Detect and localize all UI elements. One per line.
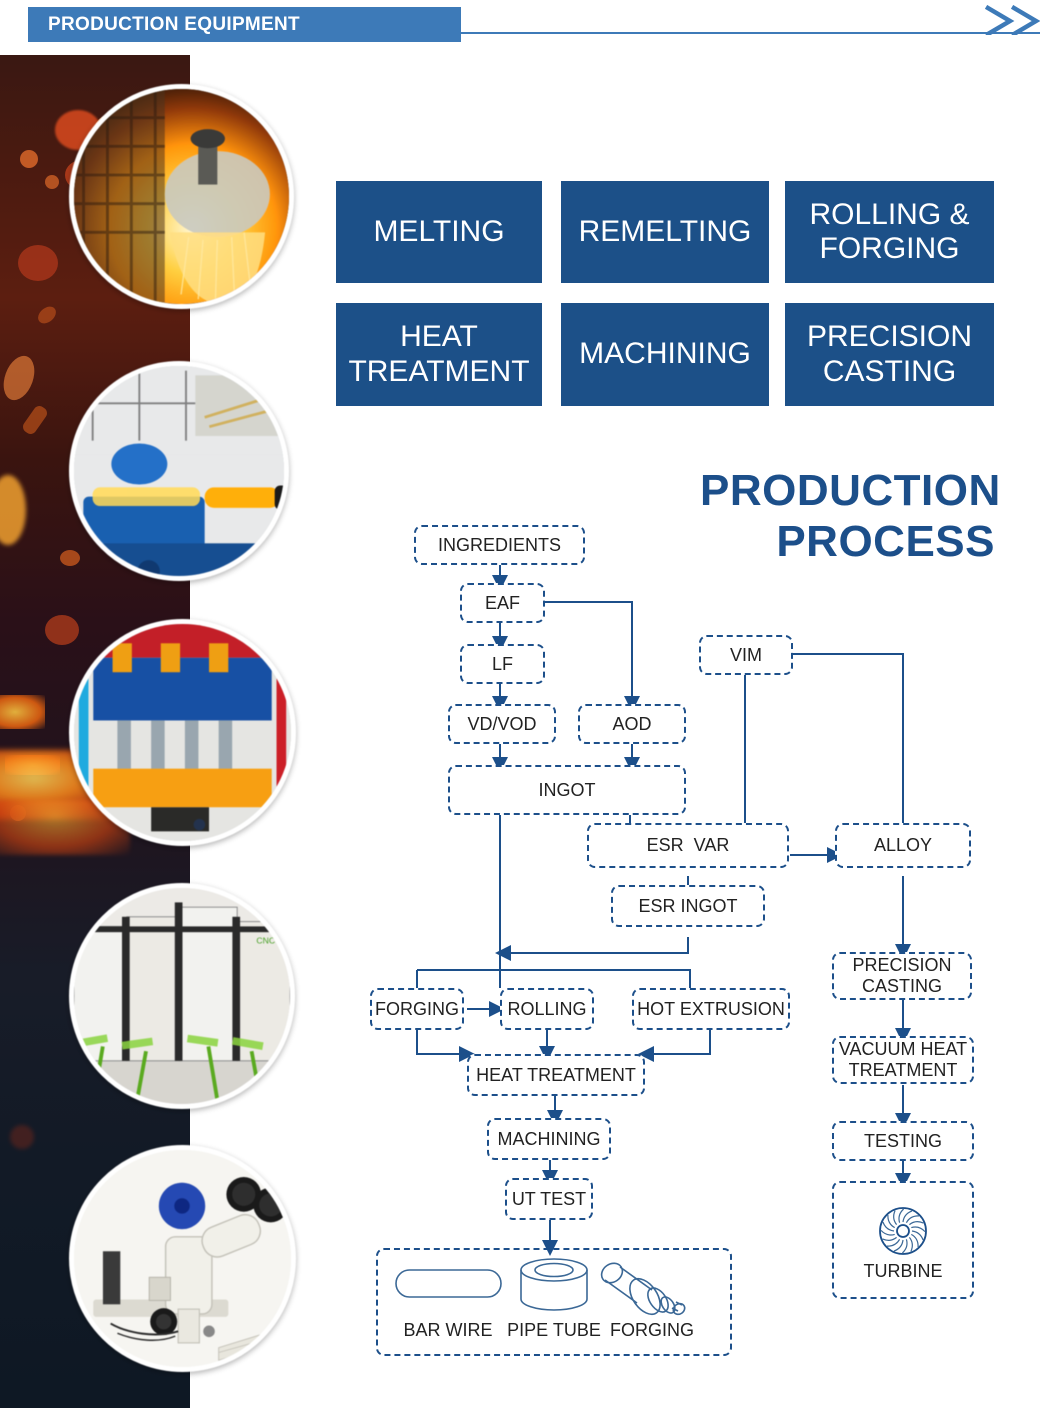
svg-text:PIPE TUBE: PIPE TUBE [507, 1320, 601, 1340]
svg-text:CNC: CNC [256, 936, 275, 946]
svg-text:BAR WIRE: BAR WIRE [403, 1320, 492, 1340]
svg-text:FORGING: FORGING [610, 1320, 694, 1340]
